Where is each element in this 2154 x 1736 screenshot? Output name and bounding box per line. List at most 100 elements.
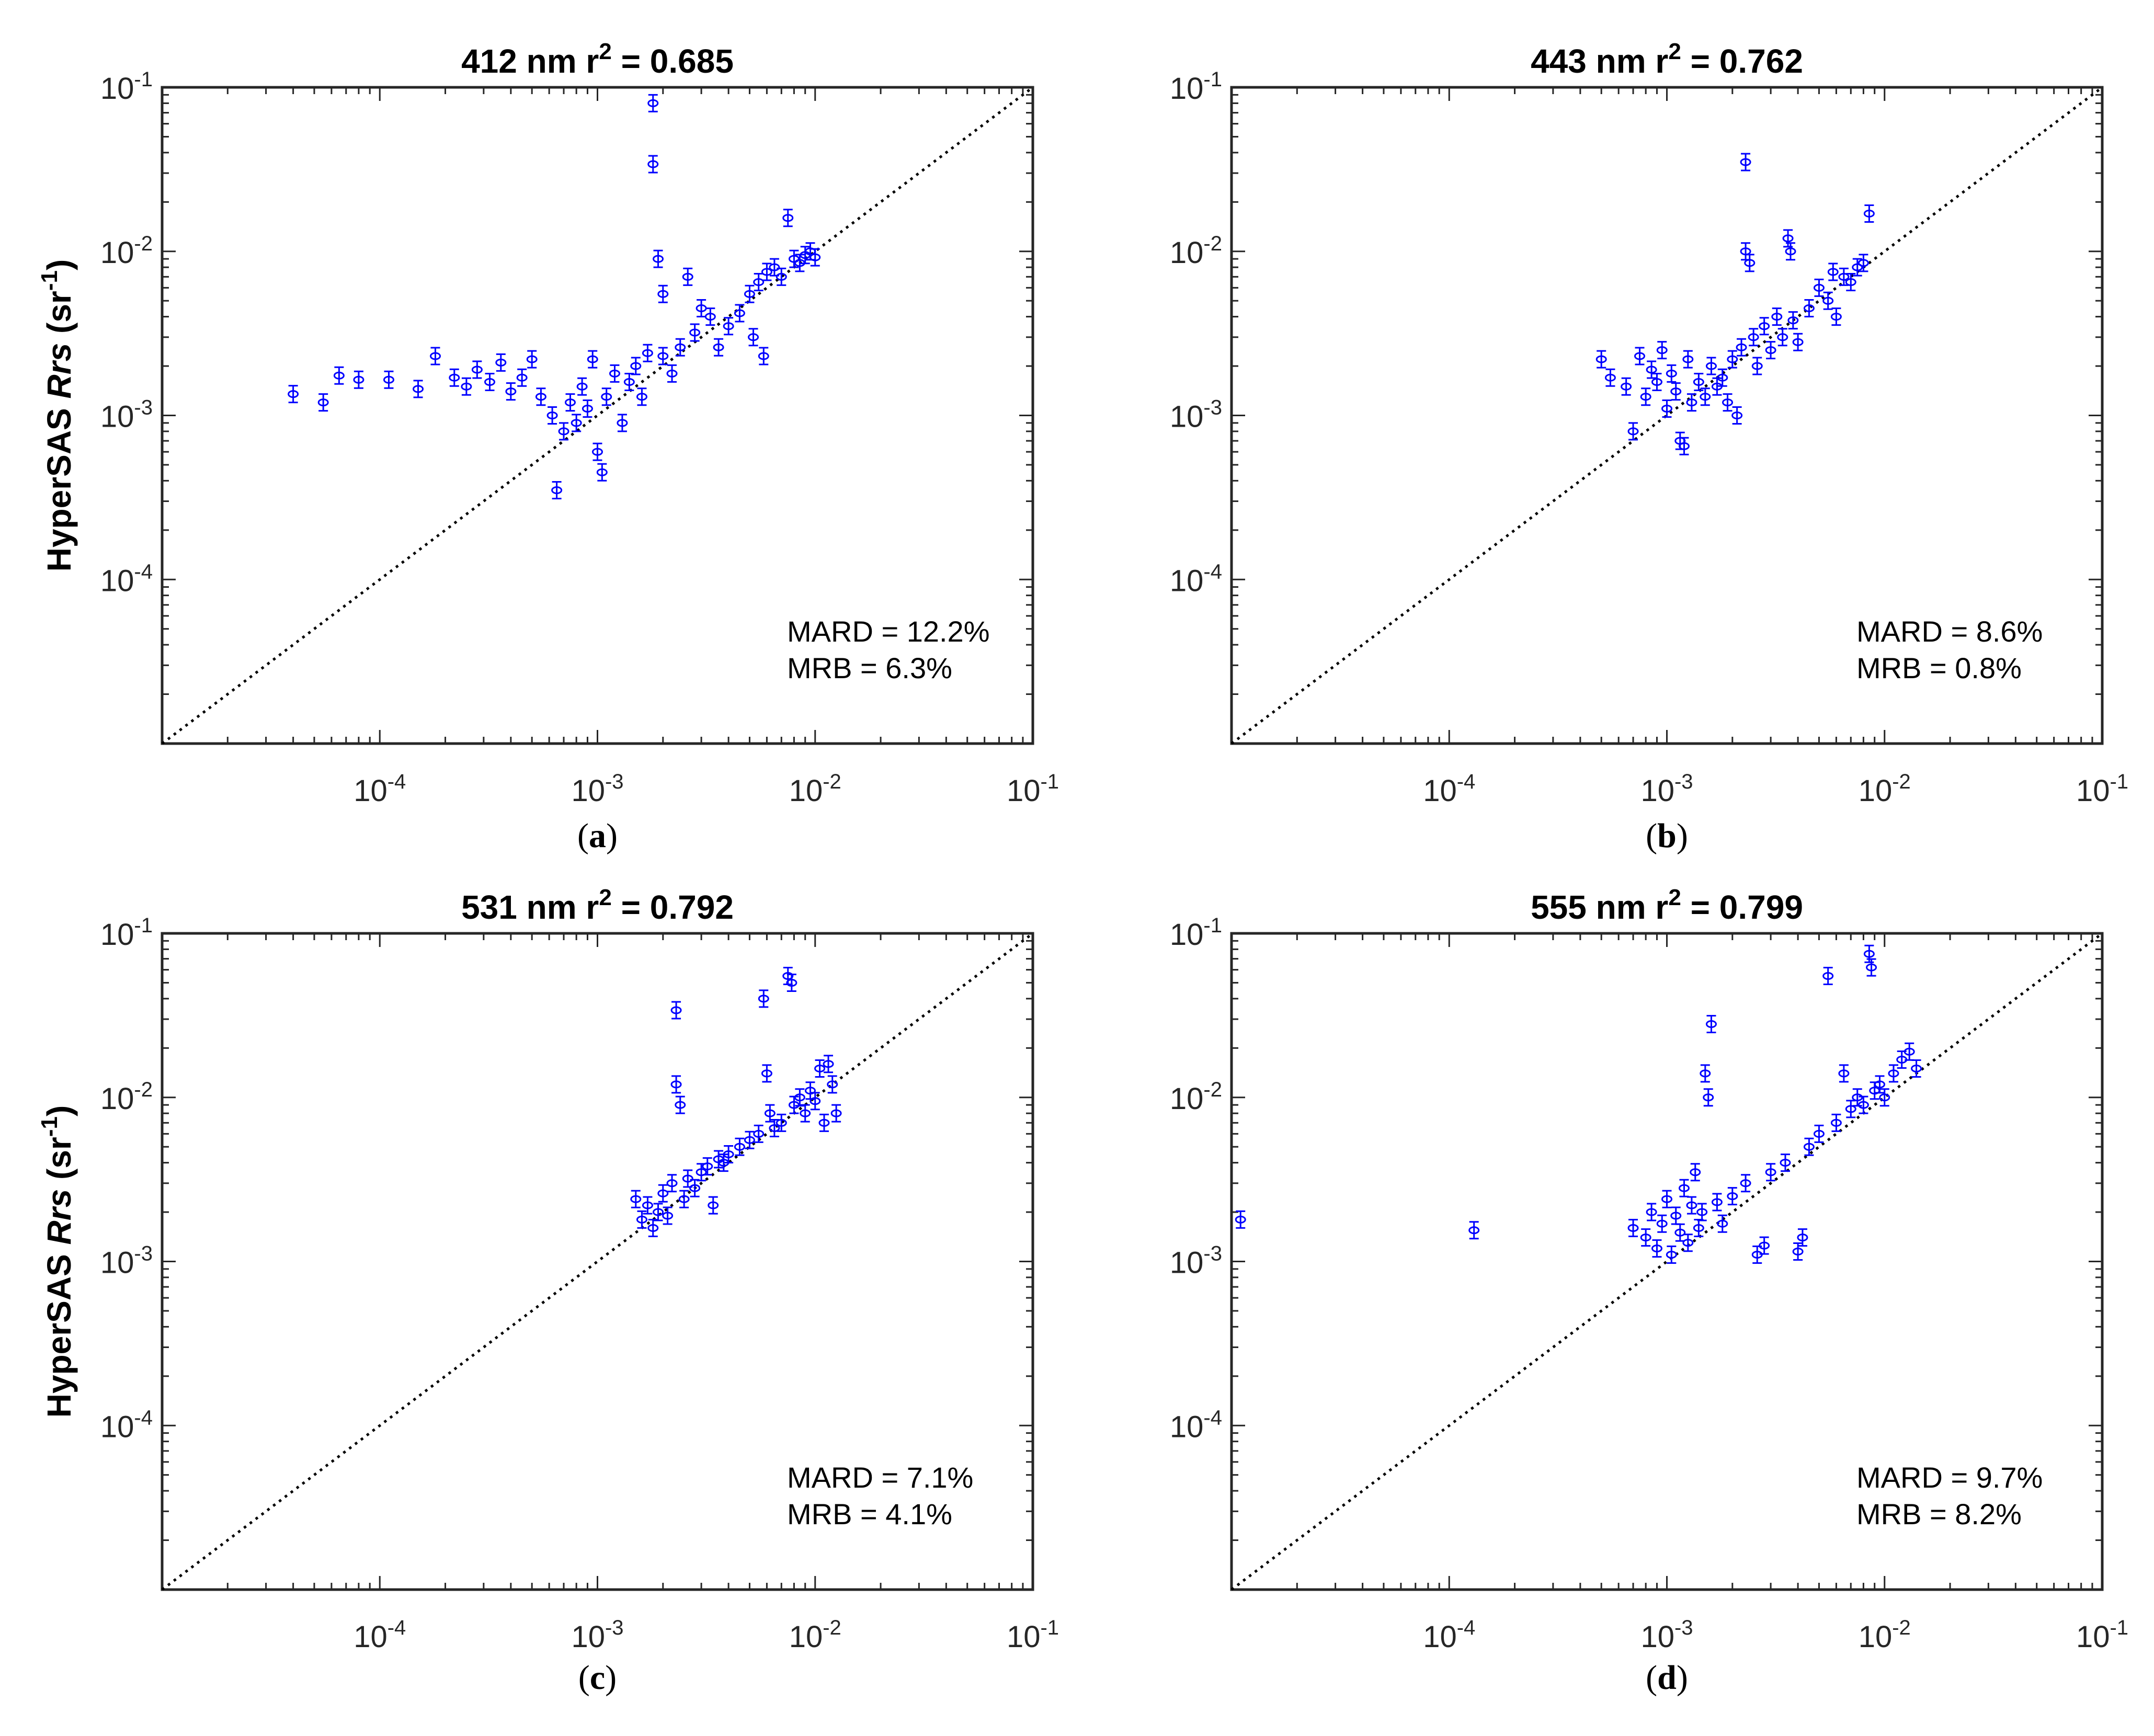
mrb-label: MRB = 8.2% [1856,1498,2022,1531]
data-point [1911,1059,1922,1078]
data-point [1740,153,1751,172]
data-point [1777,328,1788,347]
x-tick-label: 10-1 [2076,770,2128,808]
data-point [1857,254,1869,272]
data-point [535,387,546,406]
data-point [1780,1153,1791,1172]
data-point [744,1130,755,1149]
data-point [1759,1236,1770,1255]
data-point [1852,1088,1863,1107]
y-tick-label: 10-2 [100,1078,153,1116]
data-point [723,1145,734,1164]
data-point [1813,1124,1825,1143]
data-point [609,364,620,383]
data-point [587,350,598,369]
data-point [769,1118,780,1137]
data-point [810,248,821,267]
data-point [288,385,299,404]
x-tick-label: 10-3 [571,1616,623,1654]
axis-ticks [161,933,1033,1591]
data-point [1845,272,1856,291]
panel-label: (b) [1646,817,1688,855]
data-point [1651,1239,1662,1258]
data-point [449,368,460,387]
data-point [689,323,701,342]
data-point [1634,347,1645,366]
data-point [666,1174,678,1193]
y-tick-label: 10-2 [1170,1078,1222,1116]
x-tick-label: 10-2 [1859,770,1911,808]
data-point [1827,262,1839,281]
data-point [744,284,755,303]
data-point [1838,267,1850,286]
data-point [753,272,765,291]
y-tick-label: 10-2 [1170,232,1222,270]
data-point [636,1210,647,1229]
data-point [642,1196,653,1215]
data-point [1703,1088,1714,1107]
data-point [818,1113,830,1132]
data-point [1822,966,1834,985]
data-point [666,364,678,383]
data-point [1731,406,1743,425]
data-point [764,1104,776,1123]
y-axis-label: HyperSAS Rrs (sr-1) [37,259,78,572]
data-point [1640,387,1651,406]
x-tick-label: 10-2 [1859,1616,1911,1654]
data-point [827,1075,838,1094]
data-point [1705,1014,1717,1033]
data-point [1838,1064,1850,1083]
data-point [1717,1214,1728,1233]
data-point [430,347,441,366]
data-point [1705,357,1717,375]
data-point [592,442,603,461]
x-tick-label: 10-4 [1423,770,1475,808]
data-point [353,370,364,389]
data-point [383,370,394,389]
data-point [1678,1179,1690,1197]
data-point [1803,1137,1815,1156]
data-point [670,1075,682,1094]
panel-a: 10-4 10-3 10-2 10-1 10-1 10-2 10-3 10-4 412 nm r… [37,39,1059,855]
data-point [748,328,759,347]
data-point [1857,1095,1869,1114]
data-point [782,209,794,227]
data-point [558,422,569,441]
data-point [1727,350,1738,369]
axis-ticks [1230,87,2102,745]
data-points [288,94,821,500]
data-point [1656,1214,1668,1233]
y-tick-label: 10-1 [1170,914,1222,952]
data-point [1727,1187,1738,1206]
data-point [653,249,664,268]
data-point [1765,341,1776,360]
data-point [1693,372,1704,391]
data-point [1866,958,1877,977]
data-point [1863,204,1875,223]
data-point [1830,307,1842,326]
panel-label: (a) [577,817,618,855]
data-point [1711,1193,1723,1212]
data-point [1678,437,1690,455]
one-to-one-line [1230,86,2103,745]
panel-label: (d) [1646,1659,1688,1697]
y-tick-label: 10-2 [100,232,153,270]
data-point [1744,254,1756,272]
y-axis-label: HyperSAS Rrs (sr-1) [37,1105,78,1418]
data-point [761,262,772,281]
data-point [689,1179,701,1197]
data-point [1656,341,1668,360]
mrb-label: MRB = 0.8% [1856,652,2022,684]
data-point [1782,229,1794,248]
data-point [800,1104,811,1123]
y-tick-label: 10-4 [1170,1406,1222,1444]
data-point [413,380,424,398]
y-tick-label: 10-4 [1170,560,1222,598]
data-point [794,254,805,272]
data-point [1690,1163,1701,1182]
data-point [1740,1174,1751,1193]
x-tick-label: 10-1 [2076,1616,2128,1654]
data-point [1717,368,1728,387]
y-tick-label: 10-3 [100,1242,153,1280]
data-point [1822,291,1834,310]
